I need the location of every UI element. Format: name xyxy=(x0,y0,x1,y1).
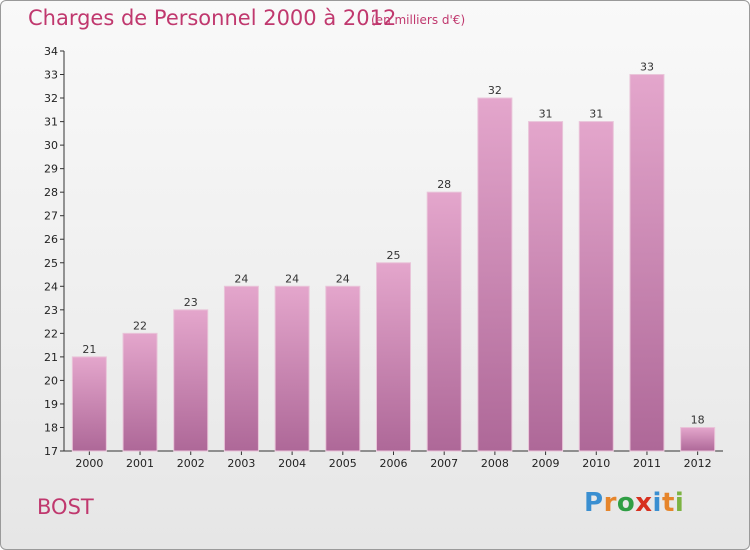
x-tick-label: 2000 xyxy=(75,457,103,470)
bar-2005 xyxy=(325,285,361,452)
axes: 17 18 19 20 21 22 23 24 25 26 27 28 29 30 31 32 33 34 xyxy=(44,45,723,458)
bar-2002 xyxy=(173,309,209,452)
bar-2008 xyxy=(477,97,513,452)
y-tick-label: 20 xyxy=(44,374,58,387)
y-tick-label: 18 xyxy=(44,421,58,434)
logo-letter: i xyxy=(652,488,662,518)
bar-2000 xyxy=(71,356,107,452)
data-label-2003: 24 xyxy=(234,272,248,285)
y-tick-label: 22 xyxy=(44,327,58,340)
y-tick-label: 34 xyxy=(44,45,58,58)
proxiti-logo[interactable]: Proxiti xyxy=(584,488,684,518)
y-tick-label: 30 xyxy=(44,139,58,152)
bar-2001 xyxy=(122,332,158,452)
x-tick-label: 2009 xyxy=(532,457,560,470)
y-tick-label: 29 xyxy=(44,163,58,176)
data-label-2002: 23 xyxy=(184,296,198,309)
bar-2012 xyxy=(680,426,716,452)
place-name: BOST xyxy=(37,495,94,519)
data-label-2000: 21 xyxy=(82,343,96,356)
x-tick-label: 2010 xyxy=(582,457,610,470)
data-label-2009: 31 xyxy=(539,108,553,121)
logo-letter: r xyxy=(603,488,617,518)
bar-2007 xyxy=(426,191,462,452)
x-tick-label: 2004 xyxy=(278,457,306,470)
y-tick-label: 21 xyxy=(44,351,58,364)
y-tick-label: 33 xyxy=(44,69,58,82)
bar-2011 xyxy=(629,74,665,452)
y-tick-label: 19 xyxy=(44,398,58,411)
x-tick-label: 2003 xyxy=(227,457,255,470)
bars xyxy=(71,74,716,452)
bar-2004 xyxy=(274,285,310,452)
y-tick-label: 23 xyxy=(44,304,58,317)
logo-letter: x xyxy=(635,488,653,518)
data-label-2004: 24 xyxy=(285,272,299,285)
data-label-2008: 32 xyxy=(488,84,502,97)
y-tick-label: 26 xyxy=(44,233,58,246)
y-tick-label: 17 xyxy=(44,445,58,458)
x-tick-label: 2002 xyxy=(177,457,205,470)
data-label-2007: 28 xyxy=(437,178,451,191)
x-tick-label: 2008 xyxy=(481,457,509,470)
data-label-2001: 22 xyxy=(133,319,147,332)
logo-letter: t xyxy=(661,488,675,518)
chart-title: Charges de Personnel 2000 à 2012 xyxy=(28,6,397,30)
y-tick-label: 32 xyxy=(44,92,58,105)
data-label-2005: 24 xyxy=(336,272,350,285)
y-tick-label: 28 xyxy=(44,186,58,199)
data-label-2010: 31 xyxy=(589,108,603,121)
bar-2009 xyxy=(528,121,564,452)
bar-2003 xyxy=(223,285,259,452)
bar-2010 xyxy=(578,121,614,452)
x-tick-label: 2012 xyxy=(684,457,712,470)
x-tick-label: 2001 xyxy=(126,457,154,470)
bar-2006 xyxy=(376,262,411,452)
data-label-2006: 25 xyxy=(387,249,401,262)
labels: 2000 21 2001 22 2002 23 2003 24 2004 24 2005 24 2006… xyxy=(75,61,711,470)
chart-unit-note: (en milliers d'€) xyxy=(371,13,466,27)
x-tick-label: 2007 xyxy=(430,457,458,470)
y-tick-label: 24 xyxy=(44,280,58,293)
logo-letter: o xyxy=(616,488,636,518)
y-tick-label: 31 xyxy=(44,116,58,129)
data-label-2011: 33 xyxy=(640,61,654,74)
data-label-2012: 18 xyxy=(691,413,705,426)
x-tick-label: 2006 xyxy=(380,457,408,470)
x-tick-label: 2005 xyxy=(329,457,357,470)
y-tick-label: 27 xyxy=(44,210,58,223)
y-tick-label: 25 xyxy=(44,257,58,270)
x-tick-label: 2011 xyxy=(633,457,661,470)
logo-letter: i xyxy=(674,488,685,518)
logo-letter: P xyxy=(584,488,604,518)
